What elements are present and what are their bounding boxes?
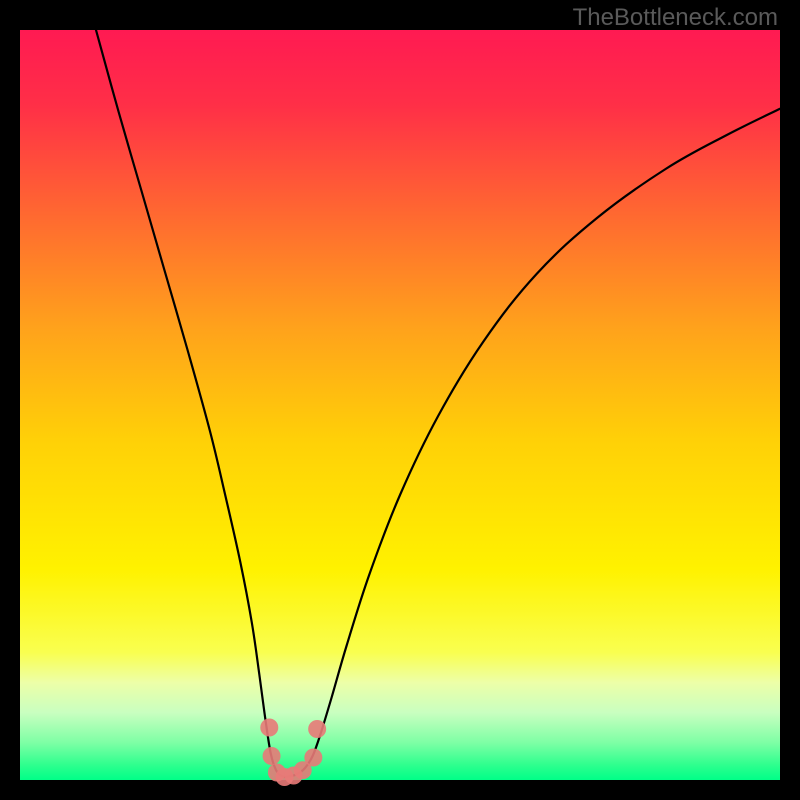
marker-point [304,749,322,767]
chart-container: TheBottleneck.com [0,0,800,800]
marker-point [263,747,281,765]
marker-point [308,720,326,738]
plot-background [20,30,780,780]
chart-svg [0,0,800,800]
marker-point [260,719,278,737]
watermark-text: TheBottleneck.com [573,4,778,32]
